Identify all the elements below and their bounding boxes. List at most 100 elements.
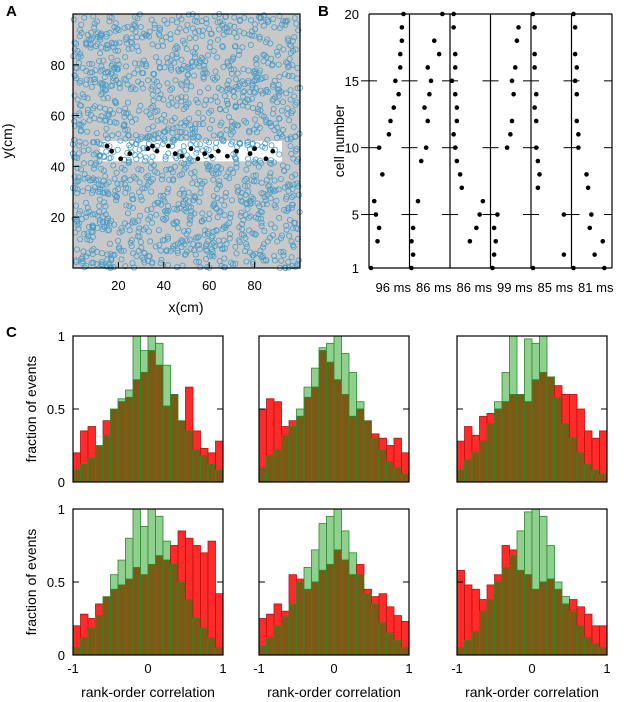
place-cell-ring [145,172,152,179]
overlap-histogram-bar [554,396,563,483]
place-cell-ring [156,241,163,248]
place-cell-ring [77,208,84,215]
x-tick-label: 0 [528,661,535,676]
place-cell-ring [115,26,122,33]
overlap-histogram-bar [162,559,171,656]
place-cell-ring [200,74,207,81]
green-histogram-bar [117,398,126,403]
place-cell-ring [145,33,152,40]
place-cell-ring [77,50,84,57]
place-cell-ring [148,16,155,23]
red-histogram-bar [207,452,216,465]
place-cell-ring [77,236,84,243]
overlap-histogram-bar [456,469,465,483]
y-tick-label: 80 [51,58,65,73]
place-cell-ring [155,59,162,66]
place-cell-ring [284,111,291,118]
place-cell-ring [108,255,115,262]
place-cell-ring [139,185,146,192]
place-cell-ring [137,239,144,246]
overlap-histogram-bar [215,647,224,656]
place-cell-ring [172,45,179,52]
place-cell-ring [140,30,147,37]
place-cell-ring [107,83,114,90]
place-cell-ring [174,206,181,213]
place-cell-ring [188,83,195,90]
place-cell-ring [125,99,132,106]
place-cell-ring [249,95,256,102]
overlap-histogram-bar [326,564,335,656]
place-cell-ring [222,224,229,231]
spike-dot [452,65,458,70]
place-cell-ring [124,81,131,88]
spike-dot [533,91,539,97]
place-cell-ring [249,258,256,265]
place-cell-ring [262,74,269,81]
overlap-histogram-bar [170,393,179,483]
place-cell-ring [116,244,123,251]
overlap-histogram-bar [87,628,96,656]
place-cell-ring [214,19,221,26]
place-cell-ring [277,248,284,255]
place-cell-ring [258,179,265,186]
place-cell-ring [275,61,282,68]
place-cell-ring [126,73,133,80]
green-histogram-bar [147,335,156,352]
place-cell-ring [106,240,113,247]
place-cell-ring [132,23,139,30]
spike-dot [504,145,510,150]
place-cell-ring [182,251,189,258]
overlap-histogram-bar [494,408,503,483]
place-cell-ring [264,18,271,25]
place-cell-ring [133,156,140,163]
place-cell-ring [188,59,195,66]
overlap-histogram-bar [569,437,578,483]
red-histogram-bar [599,625,608,649]
place-cell-ring [137,152,144,159]
place-cell-ring [103,217,110,224]
place-cell-ring [231,43,238,50]
place-cell-ring [130,22,137,29]
place-cell-ring [256,124,263,131]
place-cell-ring [201,102,208,109]
overlap-histogram-bar [192,449,201,483]
overlap-histogram-bar [516,393,525,483]
place-cell-ring [125,210,132,217]
place-cell-ring [150,103,157,110]
place-cell-ring [168,66,175,73]
place-cell-ring [80,160,87,167]
red-histogram-bar [95,603,104,616]
place-cell-ring [106,155,113,162]
histogram-ylabel: fraction of events [23,529,39,636]
place-cell-ring [81,264,88,271]
red-histogram-bar [494,574,503,583]
green-histogram-bar [539,335,548,373]
place-cell-ring [268,142,275,149]
place-cell-ring [116,85,123,92]
place-cell-ring [227,166,234,173]
place-cell-ring [124,23,131,30]
place-cell-ring [94,18,101,25]
overlap-histogram-bar [333,379,342,483]
place-cell-ring [271,24,278,31]
place-cell-ring [294,235,301,242]
red-histogram-bar [288,574,297,605]
place-cell-ring [171,205,178,212]
y-tick-label: 0.5 [47,575,65,590]
green-histogram-bar [117,559,126,586]
green-histogram-bar [326,515,335,565]
red-histogram-bar [584,613,593,638]
place-cell-ring [215,170,222,177]
place-cell-ring [165,185,172,192]
place-cell-ring [131,20,138,27]
place-cell-ring [139,85,146,92]
place-cell-ring [225,77,232,84]
overlap-histogram-bar [486,599,495,656]
place-cell-ring [70,16,77,23]
place-cell-ring [101,223,108,230]
red-histogram-bar [266,398,275,457]
place-cell-ring [115,61,122,68]
spike-dot [427,91,432,97]
green-histogram-bar [501,372,510,403]
place-cell-ring [236,239,243,246]
